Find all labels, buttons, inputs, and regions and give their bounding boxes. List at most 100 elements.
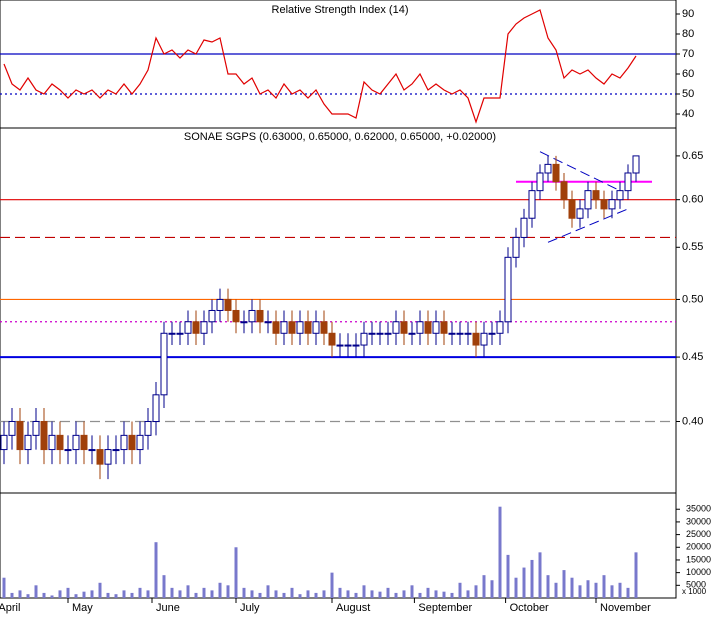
volume-bar <box>578 585 582 598</box>
candle-body <box>608 199 616 210</box>
volume-bar <box>530 559 534 598</box>
candle-body <box>576 208 584 219</box>
candle-body <box>480 332 488 346</box>
y-tick-label: 90 <box>682 8 694 20</box>
candle-body <box>8 421 16 436</box>
candle-body <box>272 321 280 334</box>
candle-body <box>624 172 632 192</box>
candle-body <box>392 321 400 334</box>
candle-body <box>432 321 440 334</box>
volume-bar <box>178 590 182 598</box>
volume-bar <box>274 590 278 598</box>
candle-body <box>104 449 112 465</box>
y-tick-label: 25000 <box>686 529 711 539</box>
candle-body <box>544 163 552 174</box>
candle-body <box>96 449 104 465</box>
volume-bar <box>426 587 430 598</box>
volume-bar <box>490 580 494 598</box>
volume-bar <box>386 587 390 598</box>
candle-body <box>296 321 304 334</box>
volume-bar <box>594 582 598 598</box>
volume-bar <box>66 587 70 598</box>
volume-bar <box>522 567 526 598</box>
candle-body <box>56 434 64 451</box>
candle-body <box>72 434 80 451</box>
volume-bar <box>90 590 94 598</box>
volume-bar <box>402 590 406 598</box>
volume-bar <box>242 587 246 598</box>
panel-frame <box>0 0 677 129</box>
volume-bar <box>322 590 326 598</box>
candle-body <box>168 332 176 335</box>
candle-body <box>80 434 88 451</box>
candle-body <box>536 172 544 192</box>
volume-bar <box>290 587 294 598</box>
x-tick-label: September <box>418 602 472 614</box>
y-tick-label: 0.40 <box>682 415 703 427</box>
volume-bar <box>498 506 502 598</box>
candle-body <box>400 321 408 334</box>
volume-bar <box>362 585 366 598</box>
candle-body <box>328 332 336 346</box>
y-tick-label: 0.45 <box>682 351 703 363</box>
volume-bar <box>258 592 262 598</box>
candle-body <box>240 321 248 324</box>
volume-bar <box>410 585 414 598</box>
candle-body <box>24 434 32 451</box>
y-tick-label: 40 <box>682 108 694 120</box>
candle-body <box>144 421 152 436</box>
candle-body <box>312 321 320 334</box>
candle-body <box>552 163 560 183</box>
candle-body <box>560 181 568 201</box>
volume-bar <box>74 594 78 598</box>
candle-body <box>512 236 520 258</box>
candle-body <box>48 434 56 451</box>
candle-body <box>120 434 128 451</box>
y-tick-label: 70 <box>682 48 694 60</box>
volume-bar <box>602 575 606 598</box>
volume-bar <box>34 585 38 598</box>
candle-body <box>192 321 200 334</box>
x-tick-label: August <box>336 602 370 614</box>
volume-bar <box>434 590 438 598</box>
volume-bar <box>458 582 462 598</box>
volume-bar <box>482 575 486 598</box>
candle-body <box>488 332 496 335</box>
panel-frame <box>0 492 677 599</box>
volume-bar <box>250 590 254 598</box>
candle-body <box>416 321 424 334</box>
volume-bar <box>306 590 310 598</box>
volume-bar <box>234 547 238 598</box>
volume-bar <box>122 590 126 598</box>
volume-bar <box>330 572 334 598</box>
volume-bar <box>450 592 454 598</box>
volume-bar <box>114 594 118 598</box>
candle-body <box>448 332 456 335</box>
candle-body <box>440 321 448 334</box>
volume-bar <box>266 585 270 598</box>
x-tick-label: July <box>240 602 260 614</box>
x-tick-label: June <box>156 602 180 614</box>
y-tick-label: 10000 <box>686 567 711 577</box>
y-tick-label: 0.65 <box>682 150 703 162</box>
candle-body <box>344 344 352 347</box>
y-tick-label: 5000 <box>686 580 706 590</box>
volume-bar <box>202 587 206 598</box>
volume-bar <box>98 582 102 598</box>
volume-bar <box>138 587 142 598</box>
volume-bar <box>106 592 110 598</box>
volume-bar <box>634 552 638 598</box>
volume-bar <box>186 585 190 598</box>
volume-bar <box>170 587 174 598</box>
candle-body <box>16 421 24 451</box>
candle-body <box>32 421 40 436</box>
candle-body <box>528 190 536 219</box>
candle-body <box>376 332 384 335</box>
candle-body <box>176 332 184 335</box>
x-tick-label: November <box>600 602 651 614</box>
volume-bar <box>162 575 166 598</box>
panel-frame <box>0 127 677 494</box>
candle-body <box>600 199 608 210</box>
candle-body <box>64 449 72 452</box>
